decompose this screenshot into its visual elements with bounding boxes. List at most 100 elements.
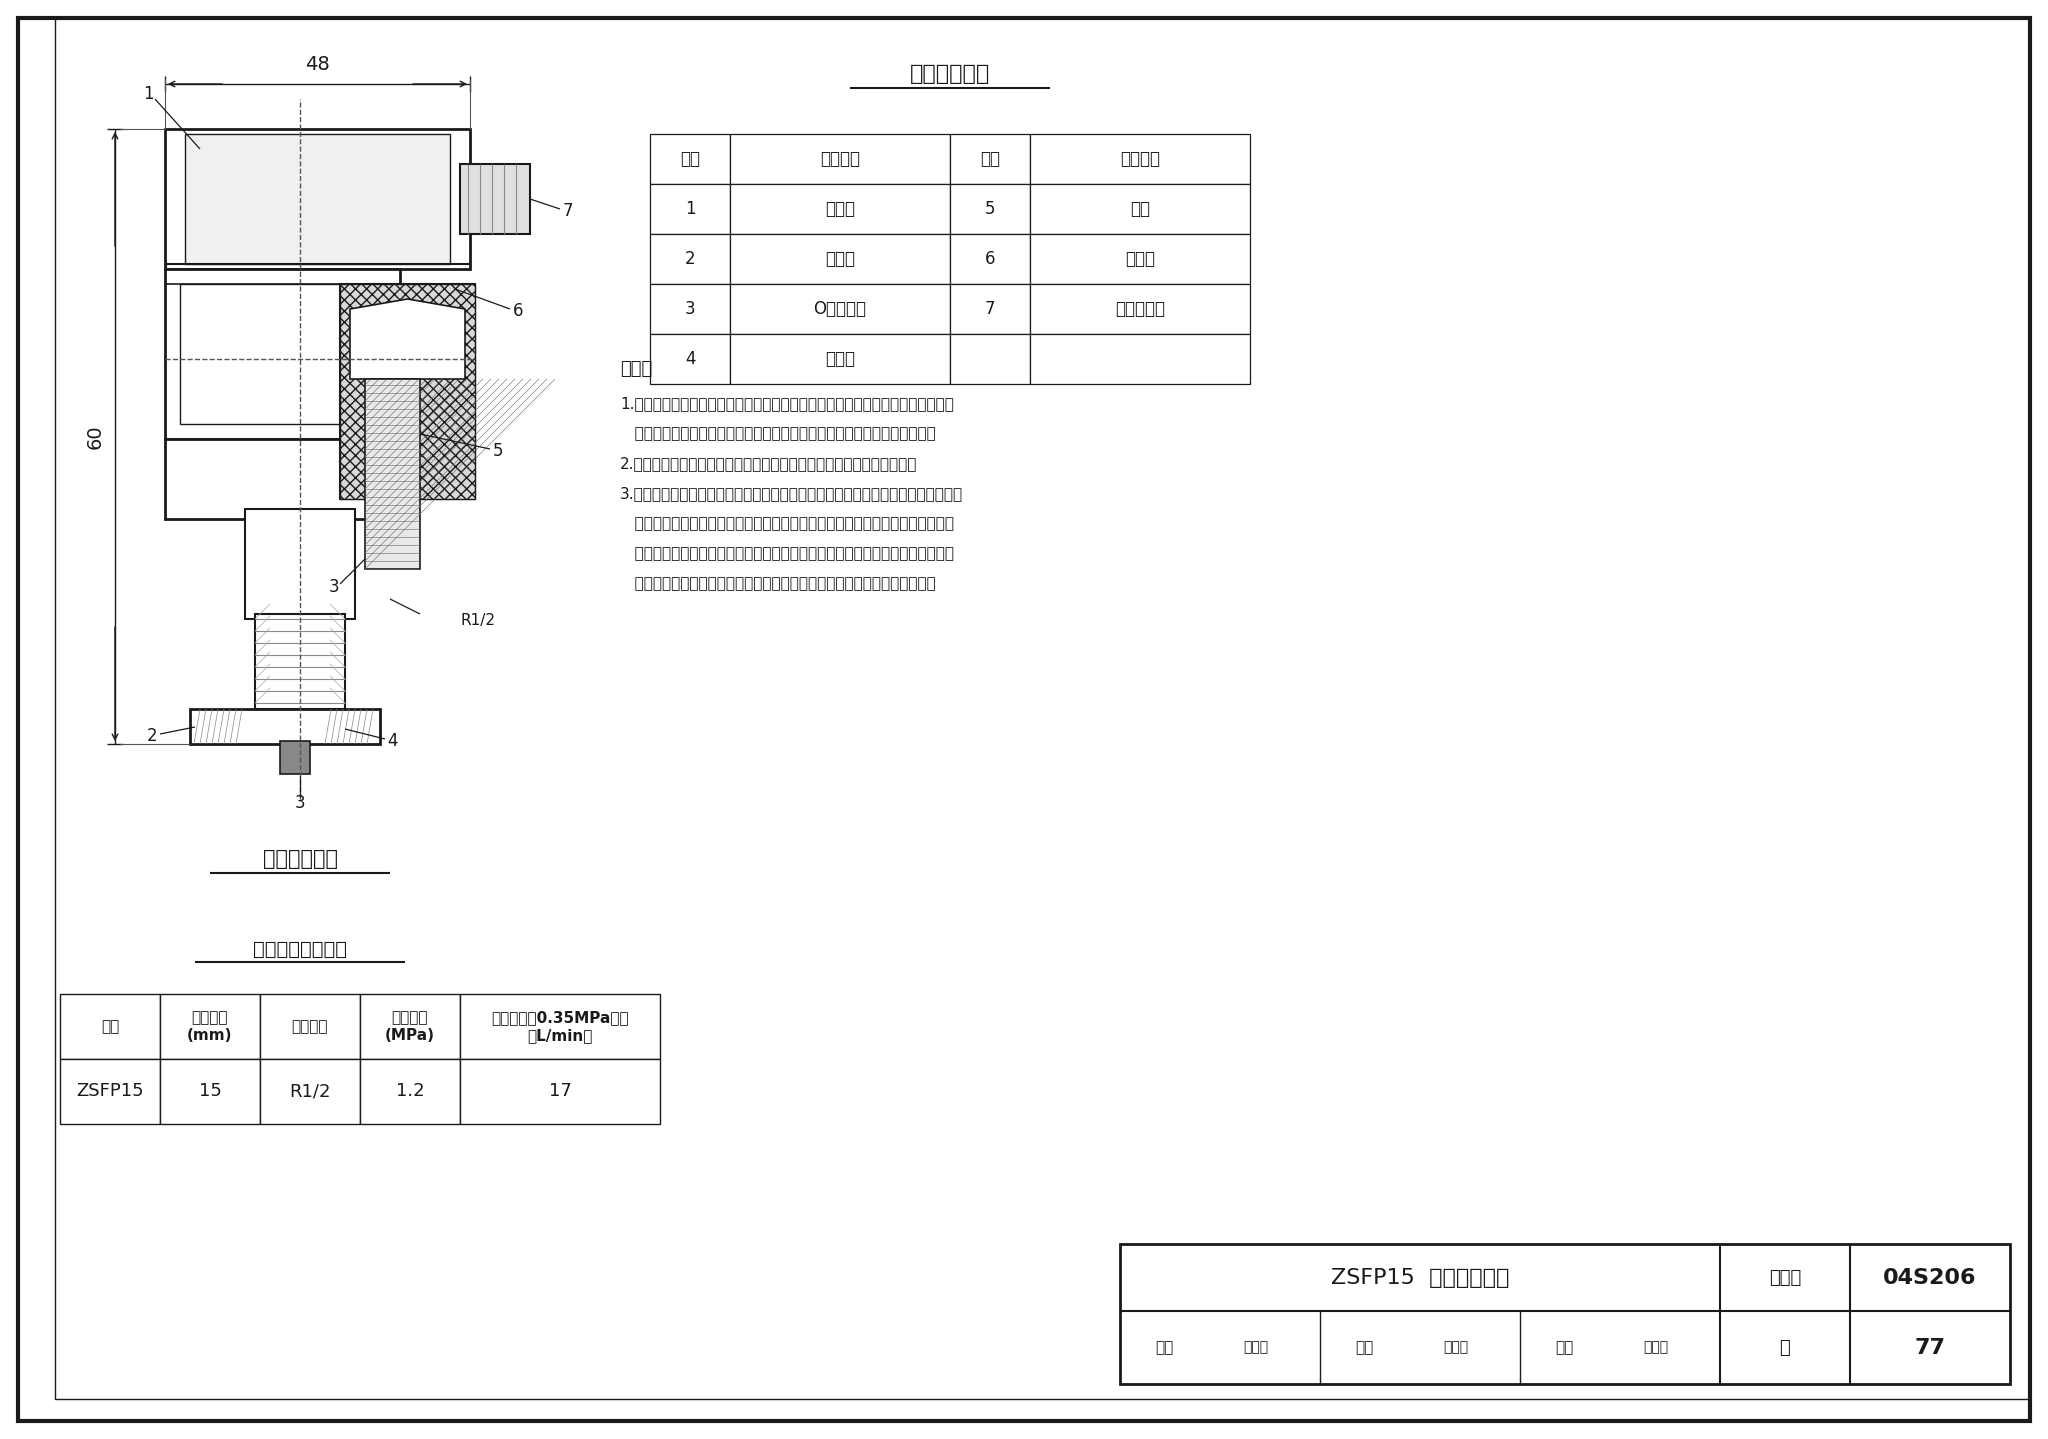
Text: 审核: 审核 [1155,1340,1174,1356]
Text: 排气阀大样图: 排气阀大样图 [262,849,338,869]
Text: 连接形式: 连接形式 [291,1019,328,1035]
Text: 77: 77 [1915,1338,1946,1357]
Text: 1: 1 [684,200,696,217]
Bar [166,130,469,269]
Text: 1: 1 [143,85,154,104]
Text: 设计: 设计 [1554,1340,1573,1356]
Text: 排气阀主要参数表: 排气阀主要参数表 [254,940,346,958]
Text: 下阀体: 下阀体 [825,350,854,368]
Bar [281,741,309,774]
Text: 6: 6 [512,302,522,319]
Text: R1/2: R1/2 [289,1082,330,1101]
Bar [160,994,260,1059]
Text: 力水密封在系统管内，无渗漏，达到排除系统内空气，充满压力水的作用。: 力水密封在系统管内，无渗漏，达到排除系统内空气，充满压力水的作用。 [621,577,936,591]
Text: 7: 7 [563,201,573,220]
Bar [461,994,659,1059]
Text: 编号: 编号 [680,150,700,168]
Bar [340,283,475,499]
Text: 3.工作原理：在自动喷水灭火系统和消火栓供水系统未充水时，排气阀呼开启状态，: 3.工作原理：在自动喷水灭火系统和消火栓供水系统未充水时，排气阀呼开启状态， [621,486,963,502]
Text: 本阀，自动排出管外，当压力水至本阀后，浮体向上运动，密封排气孔自动将压: 本阀，自动排出管外，当压力水至本阀后，浮体向上运动，密封排气孔自动将压 [621,547,954,561]
Text: 2: 2 [684,250,696,268]
Bar [184,134,451,263]
Bar [365,378,420,568]
Bar [950,184,1030,235]
Text: 乙希网: 乙希网 [1444,1341,1468,1354]
Text: 3: 3 [684,299,696,318]
Bar [729,235,950,283]
Text: 3: 3 [295,794,305,812]
Text: 上阀盖: 上阀盖 [825,200,854,217]
Text: 型号: 型号 [100,1019,119,1035]
Bar [649,235,729,283]
Bar [950,334,1030,384]
Text: 图集号: 图集号 [1769,1269,1800,1286]
Text: R1/2: R1/2 [461,613,496,629]
Bar [360,1059,461,1124]
Bar [1030,283,1249,334]
Text: 15: 15 [199,1082,221,1101]
Bar [340,283,475,499]
Bar [729,184,950,235]
Text: 17: 17 [549,1082,571,1101]
Text: 页: 页 [1780,1338,1790,1357]
Text: 排气流量（0.35MPa时）
（L/min）: 排气流量（0.35MPa时） （L/min） [492,1010,629,1043]
Bar [950,283,1030,334]
Text: 编号: 编号 [981,150,999,168]
Bar [1030,334,1249,384]
Text: 7: 7 [985,299,995,318]
Bar [260,994,360,1059]
Bar [1120,1243,2009,1384]
Bar [950,235,1030,283]
Bar [461,1059,659,1124]
Bar [649,334,729,384]
Text: 百花姐: 百花姐 [1642,1341,1669,1354]
Text: 2: 2 [147,727,158,745]
Bar [729,134,950,184]
Bar [1030,184,1249,235]
Bar [649,184,729,235]
Text: 说明：: 说明： [621,360,651,378]
Text: 48: 48 [305,55,330,73]
Bar [190,709,381,744]
Text: 1.本阀一般设计安装在自动喷水灭火系统中空气最终集聚的分区支管末端处（或分: 1.本阀一般设计安装在自动喷水灭火系统中空气最终集聚的分区支管末端处（或分 [621,397,954,412]
Text: 5: 5 [494,442,504,460]
Text: 4: 4 [684,350,694,368]
Text: 4: 4 [387,732,397,750]
Text: 1.2: 1.2 [395,1082,424,1101]
Text: 校对: 校对 [1356,1340,1372,1356]
Text: ZSFP15  排气阀大样图: ZSFP15 排气阀大样图 [1331,1268,1509,1288]
Text: 上阀体: 上阀体 [1124,250,1155,268]
Bar [950,134,1030,184]
Text: 下阀芯: 下阀芯 [825,250,854,268]
Text: ZSFP15: ZSFP15 [76,1082,143,1101]
Bar [166,269,399,439]
Text: 2.本阀应在系统管网试压和冲洗合格后进行安装，安装位置应垂直向上。: 2.本阀应在系统管网试压和冲洗合格后进行安装，安装位置应垂直向上。 [621,456,918,472]
Text: 浮体: 浮体 [1130,200,1151,217]
Text: 工作压力
(MPa): 工作压力 (MPa) [385,1010,434,1043]
Bar [360,994,461,1059]
Bar [1030,235,1249,283]
Bar [160,1059,260,1124]
Bar [649,283,729,334]
Text: 排气阀部件表: 排气阀部件表 [909,63,989,83]
Polygon shape [350,299,465,378]
Text: 区内最高标高处），以及消火栓系统每一立管的顶部，以排除管网内空气。: 区内最高标高处），以及消火栓系统每一立管的顶部，以排除管网内空气。 [621,426,936,442]
Text: O形密封圈: O形密封圈 [813,299,866,318]
Bar [246,509,354,619]
Bar [260,1059,360,1124]
Bar [461,164,530,235]
Text: 6: 6 [985,250,995,268]
Text: 系统管内空气与大气相通，当压力水进入相通管道后，管内的空气被压缩并推向: 系统管内空气与大气相通，当压力水进入相通管道后，管内的空气被压缩并推向 [621,517,954,531]
Bar [180,283,385,425]
Text: 04S206: 04S206 [1884,1268,1976,1288]
Text: 二次密封盖: 二次密封盖 [1114,299,1165,318]
Bar [166,439,399,519]
Bar [256,614,344,709]
Bar [59,994,160,1059]
Bar [729,283,950,334]
Text: 60: 60 [86,425,104,449]
Text: 部件名称: 部件名称 [1120,150,1159,168]
Text: 刘林中: 刘林中 [1243,1341,1268,1354]
Text: 部件名称: 部件名称 [819,150,860,168]
Bar [59,1059,160,1124]
